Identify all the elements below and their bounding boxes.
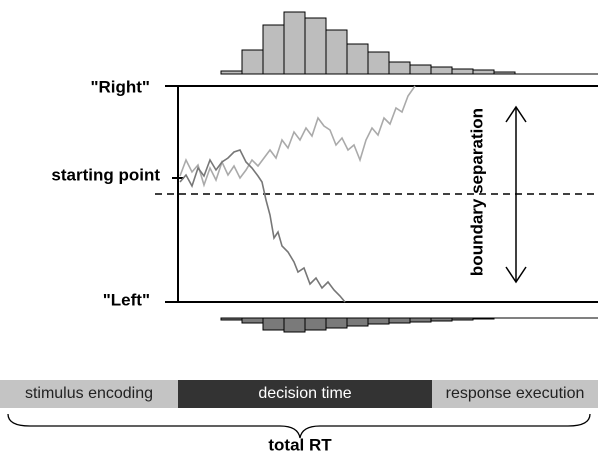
total-brace bbox=[7, 413, 591, 439]
boundary-separation-label: boundary separation bbox=[467, 108, 486, 276]
walk-upper bbox=[179, 85, 416, 188]
boundaries bbox=[165, 85, 598, 303]
encoding-label: stimulus encoding bbox=[25, 385, 153, 402]
decision-stage bbox=[178, 380, 432, 408]
total-label: total RT bbox=[268, 435, 332, 454]
decision-label: decision time bbox=[258, 385, 351, 402]
encoding-stage bbox=[0, 380, 178, 408]
response-label: response execution bbox=[446, 385, 585, 402]
upper-rt-histogram bbox=[220, 11, 598, 75]
response-stage bbox=[432, 380, 598, 408]
walk-lower bbox=[179, 149, 346, 303]
lower-boundary-label: "Left" bbox=[103, 290, 150, 309]
upper-boundary-label: "Right" bbox=[90, 77, 150, 96]
starting-point-label: starting point bbox=[51, 165, 160, 184]
lower-rt-histogram bbox=[220, 317, 598, 333]
separation-arrow bbox=[505, 105, 527, 284]
